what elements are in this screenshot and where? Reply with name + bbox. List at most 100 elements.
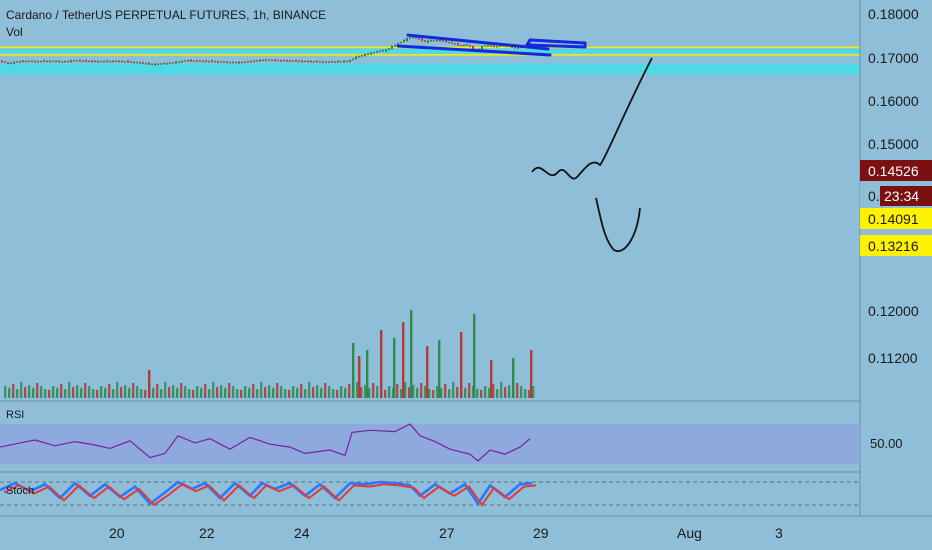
countdown-box [880, 186, 932, 206]
volume-bar [100, 386, 103, 398]
candle-body [319, 61, 321, 63]
volume-bar [132, 383, 135, 398]
flag-trendline[interactable] [525, 43, 587, 49]
candle-body [31, 60, 33, 62]
bullish-projection-drawing[interactable] [531, 57, 653, 180]
volume-bar [393, 338, 396, 398]
price-axis-tick: 0.15000 [868, 136, 919, 152]
volume-bar [92, 389, 95, 398]
volume-bar [344, 388, 347, 398]
volume-bar [148, 370, 151, 398]
volume-bar [156, 384, 159, 398]
wedge-trendline[interactable] [406, 33, 550, 51]
candle-body [79, 60, 81, 62]
candle-body [208, 61, 210, 63]
candle-body [235, 62, 237, 64]
candle-body [226, 61, 228, 63]
volume-bar [264, 387, 267, 398]
stoch-label[interactable]: Stoch [6, 485, 34, 497]
volume-bar [444, 384, 447, 398]
volume-bar [56, 388, 59, 398]
candle-body [283, 60, 285, 62]
candle-body [73, 60, 75, 62]
candle-body [250, 61, 252, 63]
candle-body [202, 60, 204, 62]
candle-body [490, 45, 492, 47]
volume-bar [60, 384, 63, 398]
candle-body [388, 48, 390, 50]
volume-bar [432, 390, 435, 398]
volume-bar [340, 386, 343, 398]
level-lower-tag-bg [860, 235, 932, 256]
candle-body [322, 61, 324, 63]
candle-body [469, 45, 471, 47]
volume-bar [176, 388, 179, 398]
candle-body [304, 60, 306, 62]
volume-bar [216, 387, 219, 398]
volume-bar [272, 388, 275, 398]
candle-body [247, 61, 249, 63]
candle-body [115, 60, 117, 62]
candle-body [196, 60, 198, 62]
candle-body [463, 45, 465, 47]
flag-trendline[interactable] [528, 38, 587, 45]
candle-body [484, 45, 486, 47]
price-axis-tick: 0.12000 [868, 303, 919, 319]
candle-body [4, 61, 6, 63]
candle-body [40, 61, 42, 63]
candle-body [58, 60, 60, 62]
flag-trendline[interactable] [525, 38, 532, 47]
candle-body [310, 60, 312, 62]
time-axis-tick: 27 [439, 525, 455, 541]
candle-body [223, 61, 225, 63]
volume-bar [448, 389, 451, 398]
volume-bar [368, 388, 371, 398]
volume-bar [204, 384, 207, 398]
candle-body [379, 50, 381, 52]
volume-bar [112, 389, 115, 398]
volume-bar [380, 330, 383, 398]
volume-bar [438, 340, 441, 398]
candle-body [55, 61, 57, 63]
candle-body [328, 61, 330, 63]
rsi-band [0, 424, 860, 464]
candle-body [112, 60, 114, 62]
rsi-label[interactable]: RSI [6, 409, 24, 421]
candle-body [37, 61, 39, 63]
candle-body [139, 62, 141, 64]
volume-indicator-label[interactable]: Vol [6, 25, 23, 39]
volume-bar [44, 389, 47, 398]
volume-bar [332, 389, 335, 398]
candle-body [451, 42, 453, 44]
volume-bar [496, 389, 499, 398]
candle-body [496, 46, 498, 48]
chart-title[interactable]: Cardano / TetherUS PERPETUAL FUTURES, 1h… [6, 8, 327, 22]
level-upper-tag-bg [860, 208, 932, 229]
candle-body [403, 40, 405, 42]
candle-body [136, 62, 138, 64]
wedge-trendline[interactable] [396, 44, 552, 57]
volume-bar [473, 314, 476, 398]
candle-body [211, 60, 213, 62]
volume-bar [288, 390, 291, 398]
volume-bar [420, 383, 423, 398]
candle-body [34, 61, 36, 63]
time-axis-tick: 20 [109, 525, 125, 541]
candle-body [316, 60, 318, 63]
bearish-projection-drawing[interactable] [595, 197, 641, 253]
volume-bar [488, 388, 491, 398]
candle-body [91, 60, 93, 62]
volume-bar [8, 388, 11, 398]
candle-body [28, 60, 30, 62]
volume-bar [24, 387, 27, 398]
volume-bar [116, 382, 119, 398]
candle-body [67, 61, 69, 63]
candle-body [412, 37, 414, 39]
candle-body [1, 60, 3, 62]
candle-body [391, 46, 393, 49]
candle-body [154, 63, 156, 66]
volume-bar [128, 388, 131, 398]
candle-body [76, 60, 78, 62]
volume-bar [348, 384, 351, 398]
